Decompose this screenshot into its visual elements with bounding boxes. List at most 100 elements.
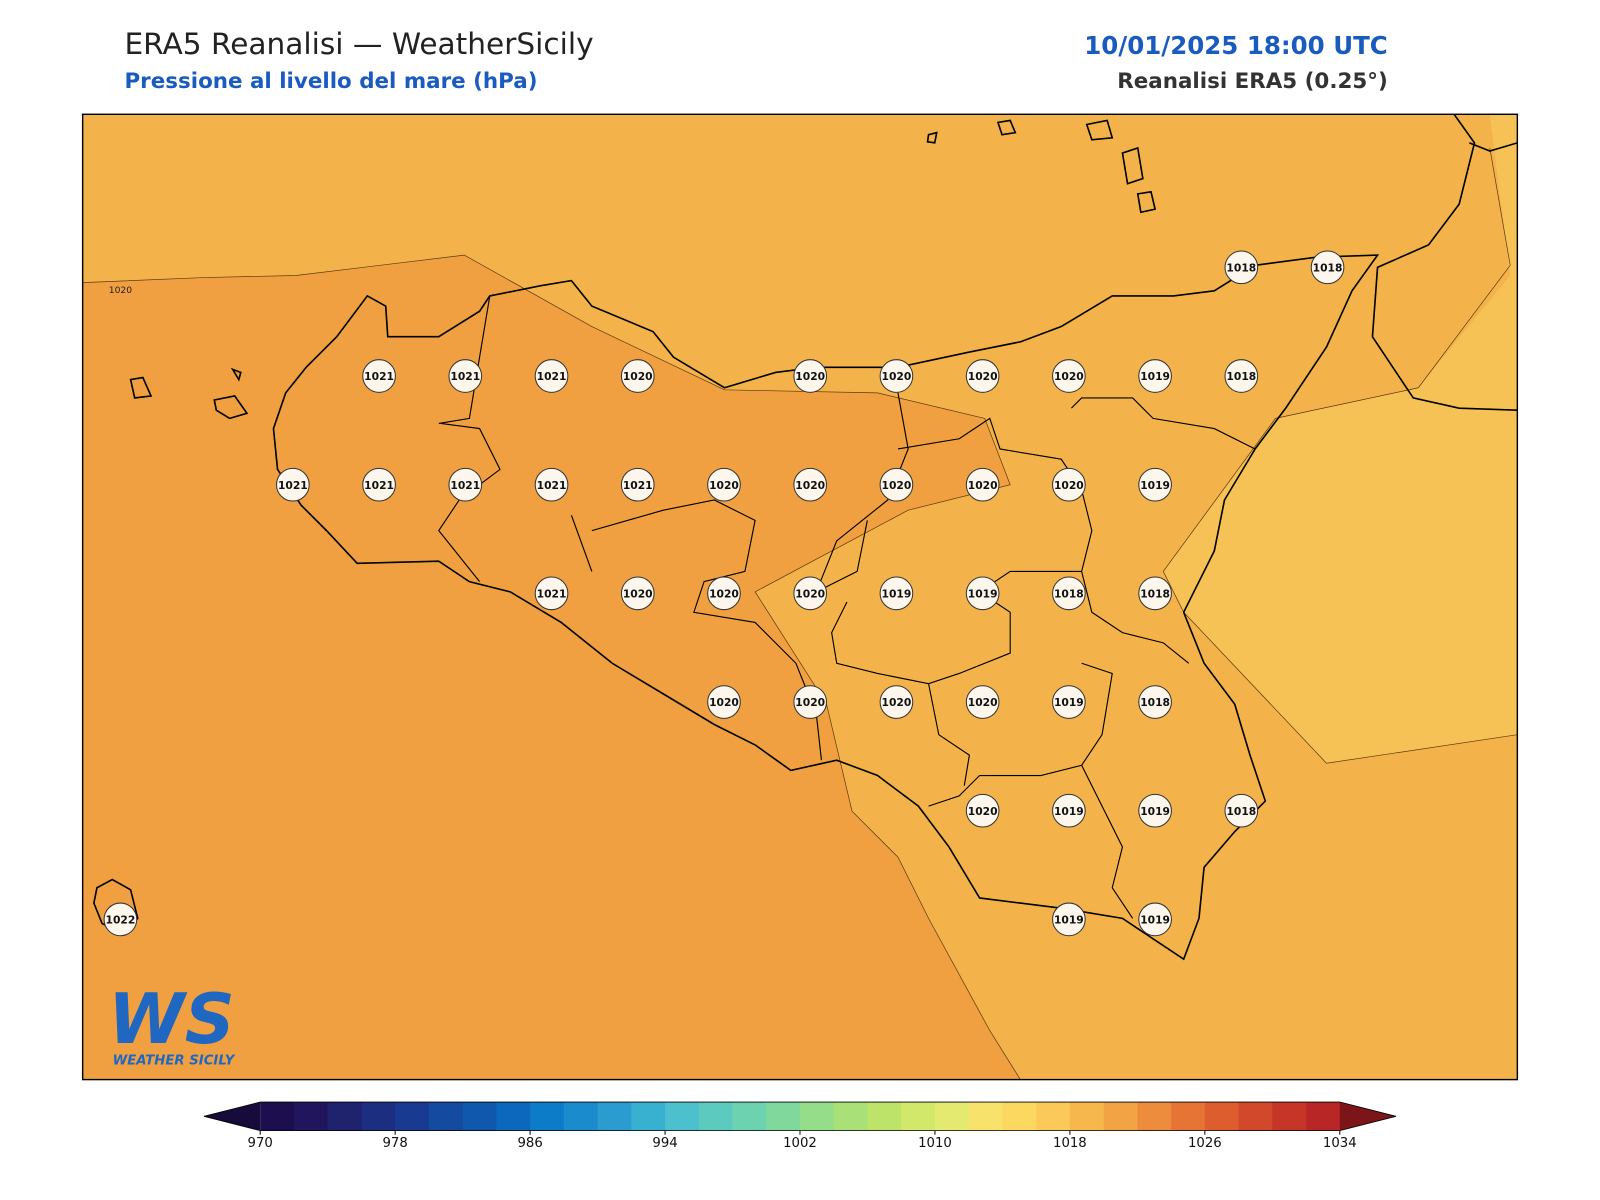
station-value: 1019 (1054, 805, 1084, 818)
station-marker (707, 467, 741, 502)
colorbar-bin (1171, 1102, 1206, 1131)
station-marker (1052, 685, 1086, 719)
colorbar-tick-label: 1034 (1323, 1136, 1357, 1151)
colorbar-bin (698, 1102, 734, 1131)
colorbar-bin (1137, 1102, 1172, 1131)
station-value: 1022 (106, 913, 136, 926)
station-marker (1138, 467, 1172, 502)
station-marker (793, 467, 828, 502)
station-marker (448, 467, 483, 502)
station-marker (707, 685, 741, 719)
logo-name: WEATHER SICILY (113, 1053, 236, 1068)
coastline (272, 254, 1380, 961)
colorbar-bin (530, 1102, 565, 1131)
station-value: 1020 (795, 479, 825, 492)
station-marker (534, 359, 569, 393)
station-marker (620, 467, 655, 502)
source: Reanalisi ERA5 (0.25°) (1117, 69, 1387, 94)
station-marker (965, 467, 1000, 502)
station-marker (879, 576, 914, 611)
station-value: 1021 (364, 479, 394, 492)
station-value: 1019 (1140, 805, 1170, 818)
colorbar-bin (1002, 1102, 1037, 1131)
station-marker (620, 576, 655, 611)
colorbar-bin (395, 1102, 430, 1131)
station-value: 1020 (968, 805, 998, 818)
colorbar-bin (934, 1102, 970, 1131)
colorbar-tick-label: 1002 (783, 1136, 817, 1151)
colorbar-bin (631, 1102, 666, 1131)
station-value: 1020 (795, 587, 825, 600)
station-marker (1138, 359, 1172, 393)
colorbar-bin (293, 1102, 329, 1131)
colorbar-bin (1103, 1102, 1138, 1131)
colorbar-bin (1036, 1102, 1071, 1131)
station-value: 1019 (1140, 479, 1170, 492)
station-marker (1138, 685, 1172, 719)
isobar-label: 1020 (109, 285, 133, 296)
colorbar-bin (901, 1102, 936, 1131)
colorbar-tick-label: 1018 (1053, 1136, 1087, 1151)
station-marker (1052, 359, 1086, 393)
colorbar-bin (1272, 1102, 1307, 1131)
station-marker (1310, 250, 1345, 285)
colorbar-bin (361, 1102, 396, 1131)
colorbar-bin (563, 1102, 599, 1131)
station-marker (965, 576, 1000, 611)
station-value: 1021 (450, 479, 480, 492)
coastline (1371, 114, 1518, 412)
title: ERA5 Reanalisi — WeatherSicily (124, 27, 593, 61)
station-marker (1224, 250, 1259, 285)
subtitle: Pressione al livello del mare (hPa) (124, 69, 537, 94)
colorbar-tick-label: 1010 (918, 1136, 952, 1151)
station-value: 1019 (882, 587, 912, 600)
station-marker (879, 685, 914, 719)
station-marker (276, 467, 310, 502)
station-value: 1020 (709, 696, 739, 709)
colorbar-bin (867, 1102, 902, 1131)
isobar (1162, 147, 1518, 764)
colorbar-bin (327, 1102, 362, 1131)
station-value: 1018 (1140, 587, 1170, 600)
station-value: 1018 (1226, 805, 1256, 818)
colorbar-bin (496, 1102, 531, 1131)
station-value: 1020 (968, 479, 998, 492)
coastline (1469, 142, 1518, 152)
station-marker (620, 359, 655, 393)
station-marker (707, 576, 741, 611)
station-value: 1021 (537, 479, 567, 492)
colorbar-bin (462, 1102, 497, 1131)
station-value: 1019 (1054, 696, 1084, 709)
station-marker (1138, 902, 1172, 937)
station-value: 1020 (882, 479, 912, 492)
map-area: 1020 (82, 114, 1518, 1080)
colorbar-bin (732, 1102, 767, 1131)
station-marker (965, 685, 1000, 719)
colorbar-bin (1204, 1102, 1240, 1131)
station-marker (1224, 359, 1259, 393)
colorbar-bin (260, 1102, 295, 1131)
station-marker (1224, 793, 1259, 828)
station-marker (1052, 793, 1086, 828)
station-value: 1020 (882, 370, 912, 383)
station-marker (1138, 576, 1172, 611)
station-marker (879, 467, 914, 502)
station-marker (448, 359, 483, 393)
station-value: 1020 (709, 587, 739, 600)
station-value: 1021 (537, 370, 567, 383)
station-marker (103, 902, 138, 937)
station-value: 1020 (623, 587, 653, 600)
logo: WS WEATHER SICILY (108, 980, 236, 1068)
station-value: 1018 (1054, 587, 1084, 600)
station-value: 1019 (1140, 370, 1170, 383)
colorbar-tick-label: 1026 (1188, 1136, 1222, 1151)
station-value: 1020 (1054, 479, 1084, 492)
station-marker (1052, 902, 1086, 937)
station-value: 1020 (795, 696, 825, 709)
station-value: 1020 (795, 370, 825, 383)
map-frame (81, 113, 1519, 1081)
station-value: 1018 (1226, 261, 1256, 274)
station-value: 1019 (968, 587, 998, 600)
